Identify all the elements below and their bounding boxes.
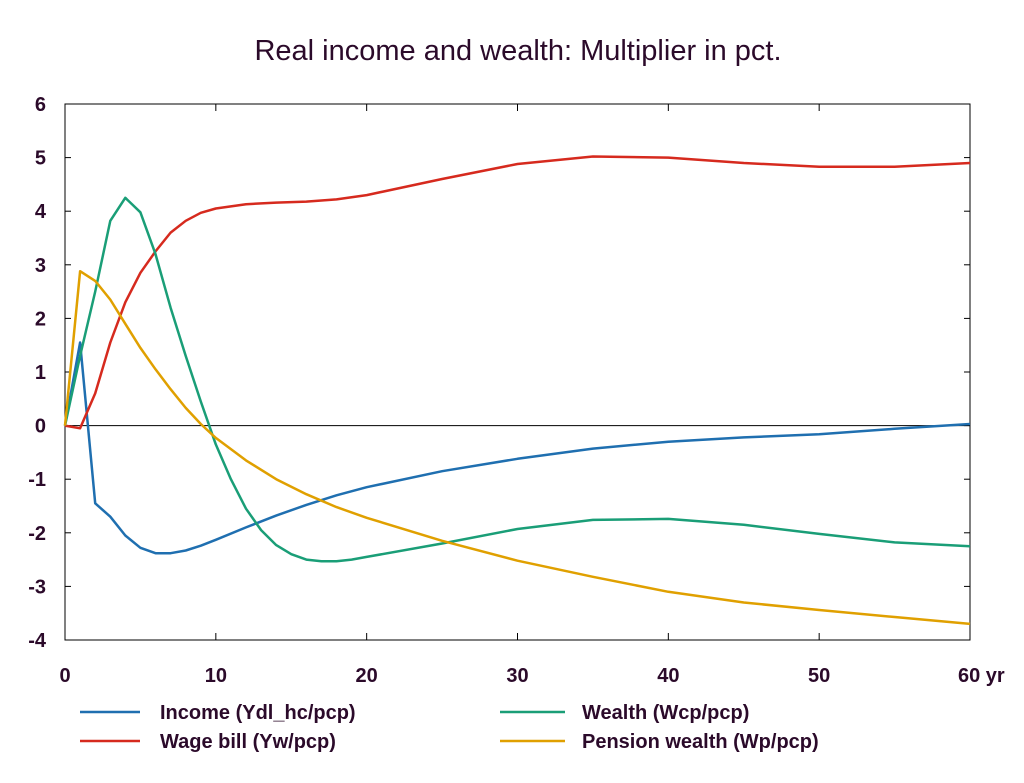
- y-tick-label: -4: [28, 630, 47, 652]
- chart-title: Real income and wealth: Multiplier in pc…: [254, 35, 781, 67]
- series-lines: [63, 155, 971, 626]
- x-tick-label: 60 yr: [958, 665, 1005, 687]
- series-line: [63, 196, 971, 563]
- x-tick-label: 50: [808, 665, 830, 687]
- y-tick-label: -3: [28, 576, 46, 598]
- x-tick-label: 20: [356, 665, 378, 687]
- x-tick-label: 0: [59, 665, 70, 687]
- y-axis-ticks: 6 5 4 3 2 1 0 -1 -2 -3 -4: [28, 94, 970, 652]
- y-tick-label: 3: [35, 255, 46, 277]
- legend: Income (Ydl_hc/pcp) Wage bill (Yw/pcp) Wea…: [80, 702, 819, 753]
- legend-label: Wealth (Wcp/pcp): [582, 702, 749, 724]
- y-tick-label: 5: [35, 148, 46, 170]
- y-tick-label: -2: [28, 523, 46, 545]
- legend-label: Wage bill (Yw/pcp): [160, 731, 336, 753]
- x-axis-ticks: 0 10 20 30 40 50 60 yr: [59, 104, 1005, 687]
- legend-label: Income (Ydl_hc/pcp): [160, 702, 356, 724]
- legend-label: Pension wealth (Wp/pcp): [582, 731, 819, 753]
- x-tick-label: 10: [205, 665, 227, 687]
- y-tick-label: 0: [35, 416, 46, 438]
- y-tick-label: 1: [35, 362, 46, 384]
- y-tick-label: 2: [35, 308, 46, 330]
- series-line: [63, 269, 971, 626]
- series-line: [64, 155, 971, 430]
- x-tick-label: 30: [506, 665, 528, 687]
- series-line: [63, 341, 971, 555]
- y-tick-label: 6: [35, 94, 46, 116]
- y-tick-label: -1: [28, 469, 46, 491]
- x-tick-label: 40: [657, 665, 679, 687]
- y-tick-label: 4: [35, 201, 47, 223]
